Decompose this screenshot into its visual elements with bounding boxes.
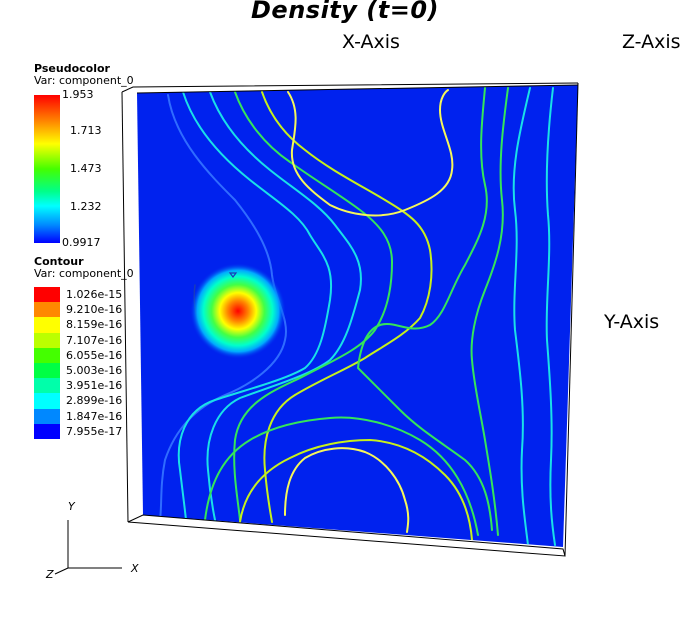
pseudocolor-tick: 1.232: [70, 200, 102, 213]
contour-line: [261, 91, 433, 523]
contour-level-label: 3.951e-16: [66, 379, 123, 393]
contour-level-swatch: [34, 302, 60, 318]
triad-x-label: X: [131, 562, 139, 575]
z-axis-label: Z-Axis: [622, 31, 681, 53]
contour-level-swatch: [34, 378, 60, 394]
contour-level-swatch: [34, 393, 60, 409]
pseudocolor-tick: 0.9917: [62, 236, 101, 249]
bounding-box-bottom-edge: [127, 514, 566, 557]
pseudocolor-legend-variable: Var: component_0: [34, 74, 134, 87]
contour-legend-variable: Var: component_0: [34, 267, 134, 280]
triad-z-label: Z: [46, 568, 54, 581]
contour-legend: Contour Var: component_0: [34, 256, 154, 280]
contour-legend-title: Contour: [34, 255, 84, 268]
contour-line: [239, 439, 473, 541]
x-axis-label: X-Axis: [342, 31, 400, 53]
contour-level-label: 6.055e-16: [66, 348, 123, 362]
contour-level-swatch: [34, 423, 60, 439]
contour-level-swatch: [34, 408, 60, 424]
contour-marker: [228, 272, 238, 278]
contour-level-label: 8.159e-16: [66, 318, 123, 332]
pseudocolor-legend-title: Pseudocolor: [34, 62, 110, 75]
y-axis-label: Y-Axis: [604, 311, 660, 333]
contour-lines: [159, 87, 556, 546]
contour-line: [470, 87, 509, 536]
contour-line: [177, 91, 333, 521]
contour-level-swatch: [34, 347, 60, 363]
contour-line: [206, 91, 362, 521]
contour-line: [204, 416, 479, 536]
contour-level-label: 1.026e-15: [66, 288, 123, 301]
triad-y-label: Y: [68, 500, 75, 513]
pseudocolor-tick: 1.473: [70, 162, 102, 175]
contour-level-label: 7.955e-17: [66, 424, 123, 438]
contour-level-label: 7.107e-16: [66, 333, 123, 347]
contour-line: [287, 89, 454, 217]
density-peak-blob: [190, 263, 286, 359]
pseudocolor-colorbar: [34, 95, 60, 243]
contour-level-label: 5.003e-16: [66, 364, 123, 377]
contour-level-swatch: [34, 363, 60, 379]
contour-line: [357, 87, 493, 531]
contour-level-label: 1.847e-16: [66, 409, 123, 423]
pseudocolor-legend: Pseudocolor Var: component_0: [34, 63, 154, 87]
bounding-box-left-edge: [121, 91, 129, 523]
pseudocolor-tick: 1.953: [62, 88, 94, 101]
contour-level-label: 9.210e-16: [66, 303, 123, 317]
contour-line: [545, 87, 556, 546]
contour-level-swatch: [34, 317, 60, 333]
contour-line: [159, 94, 287, 521]
contour-level-label: 2.899e-16: [66, 394, 123, 408]
density-field: [137, 85, 578, 547]
contour-level-swatch: [34, 332, 60, 348]
bounding-box-right-edge: [564, 82, 579, 557]
contour-level-swatch: [34, 287, 60, 303]
pseudocolor-tick: 1.713: [70, 124, 102, 137]
triad-z-axis: [54, 567, 69, 575]
plot-title: Density (t=0): [251, 0, 439, 24]
contour-line: [512, 87, 531, 546]
contour-line: [284, 447, 410, 533]
contour-line: [233, 91, 393, 521]
bounding-box-top-edge: [121, 82, 579, 93]
